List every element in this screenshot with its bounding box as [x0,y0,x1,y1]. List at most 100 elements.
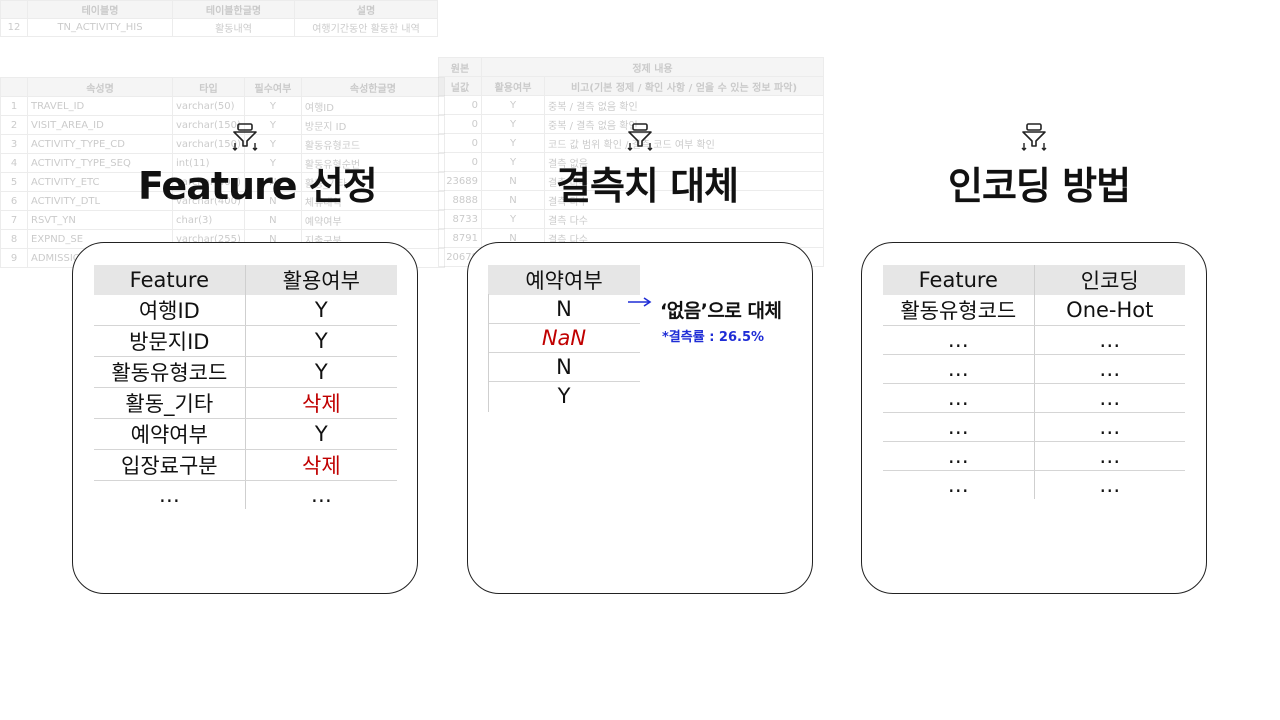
reservation-value-cell: NaN [488,323,640,353]
bg-cell: 8733 [438,209,482,229]
bg-cell: 3 [0,134,28,154]
bg-cell: 코드 값 범위 확인 / 결측 코드 여부 확인 [544,133,824,153]
feature-selection-table: Feature 활용여부 여행ID Y 방문지ID Y 활동유형코드 Y 활동_기타 삭제 예약… [94,265,397,509]
table-row: N [488,295,640,324]
bg-cell: 예약여부 [300,210,445,230]
table-row: 활동_기타 삭제 [94,387,397,419]
table-row: …… [883,383,1185,413]
reservation-value-cell: N [488,352,640,382]
feature-name-cell: 활동_기타 [94,387,246,419]
funnel-filter-icon [232,123,258,151]
usage-cell: Y [244,295,397,326]
bg-cell: 8888 [438,190,482,210]
bg-cell: 방문지 ID [300,115,445,135]
usage-cell: … [244,480,397,509]
feature-name-cell: 입장료구분 [94,449,246,481]
bg-cell: 5 [0,172,28,192]
encoding-cell: … [1033,383,1185,413]
bg-header-cell: 정제 내용 [481,57,824,77]
table-row: 입장료구분 삭제 [94,449,397,481]
column-header-reservation: 예약여부 [488,265,640,295]
reservation-value-cell: Y [557,384,571,408]
encoding-cell: … [1033,470,1185,499]
bg-header-cell: 필수여부 [243,77,302,97]
bg-header-cell: 널값 [438,76,482,96]
encoding-cell: One-Hot [1033,295,1185,326]
feature-name-cell: … [158,483,180,507]
table-row: 활동유형코드 Y [94,356,397,388]
background-table-info: 테이블명 테이블한글명 설명 12 TN_ACTIVITY_HIS 활동내역 여… [0,0,438,37]
encoding-cell: … [1033,441,1185,471]
table-row: …… [883,325,1185,355]
encoding-cell: … [1033,325,1185,355]
bg-cell: 0 [438,152,482,172]
bg-header-cell [0,0,28,19]
bg-cell: char(3) [172,210,245,230]
bg-table-row: 6 ACTIVITY_DTL varchar(400) N 체류내역 [0,191,445,211]
bg-cell: Y [481,152,545,172]
bg-table-row: 5 ACTIVITY_ETC varchar(400) N 활동_기타 [0,172,445,192]
bg-cell: 2 [0,115,28,135]
usage-cell: Y [244,418,397,450]
bg-cell: TN_ACTIVITY_HIS [27,18,173,37]
bg-cell: 0 [438,95,482,115]
bg-table-row: 0 Y 중복 / 결측 없음 확인 [438,114,824,134]
bg-cell: 8791 [438,228,482,248]
bg-header-cell: 테이블명 [27,0,173,19]
bg-cell: 0 [438,133,482,153]
table-row: N [488,352,640,382]
bg-header-cell [0,77,28,97]
bg-cell: RSVT_YN [27,210,173,230]
bg-cell: 중복 / 결측 없음 확인 [544,95,824,115]
bg-cell: 7 [0,210,28,230]
bg-cell: N [481,171,545,191]
encoding-method-title: 인코딩 방법 [948,164,1131,208]
bg-table-row: 2 VISIT_AREA_ID varchar(150) Y 방문지 ID [0,115,445,135]
table-row: …… [883,354,1185,384]
missing-value-title: 결측치 대체 [556,164,739,208]
feature-name-cell: 활동유형코드 [94,356,246,388]
table-row: 활동유형코드 One-Hot [883,295,1185,326]
feature-name-cell: … [883,383,1035,413]
column-header-feature: Feature [883,265,1035,295]
bg-table-row: 0 Y 중복 / 결측 없음 확인 [438,95,824,115]
feature-name-cell: 예약여부 [94,418,246,450]
feature-name-cell: 활동유형코드 [883,295,1035,326]
bg-table-row: 1 TRAVEL_ID varchar(50) Y 여행ID [0,96,445,116]
feature-name-cell: … [883,354,1035,384]
bg-cell: N [481,190,545,210]
bg-cell: 1 [0,96,28,116]
background-attribute-table: 속성명 타입 필수여부 속성한글명 1 TRAVEL_ID varchar(50) Y… [0,77,445,268]
bg-table-row: 4 ACTIVITY_TYPE_SEQ int(11) Y 활동유형순번 [0,153,445,173]
missing-rate-note: *결측률 : 26.5% [662,330,765,345]
column-header-usage: 활용여부 [244,265,397,295]
feature-selection-title: Feature 선정 [138,164,378,208]
bg-header-cell: 활용여부 [481,76,545,96]
bg-cell: Y [481,114,545,134]
column-header-encoding: 인코딩 [1033,265,1185,295]
bg-cell: 활동유형코드 [300,134,445,154]
usage-cell: Y [244,356,397,388]
feature-name-cell: … [883,441,1035,471]
bg-cell: Y [243,96,302,116]
funnel-filter-icon [627,123,653,151]
table-row: …… [94,480,397,509]
replacement-note: ‘없음’으로 대체 [660,300,782,322]
bg-table-row: 8 EXPND_SE varchar(255) N 지출구분 [0,229,445,249]
feature-name-cell: … [883,325,1035,355]
bg-cell: 여행기간동안 활동한 내역 [294,18,438,37]
bg-cell: VISIT_AREA_ID [27,115,173,135]
bg-header-cell: 테이블한글명 [172,0,295,19]
bg-cell: 23689 [438,171,482,191]
feature-name-cell: 여행ID [94,295,246,326]
usage-cell: 삭제 [244,387,397,419]
bg-header-cell: 원본 [438,57,482,77]
bg-cell: 활동내역 [172,18,295,37]
bg-cell: ACTIVITY_TYPE_CD [27,134,173,154]
table-row: NaN [488,323,640,353]
bg-cell: Y [481,133,545,153]
feature-name-cell: … [883,412,1035,442]
bg-table-row: 3 ACTIVITY_TYPE_CD varchar(150) Y 활동유형코드 [0,134,445,154]
table-row: …… [883,441,1185,471]
encoding-cell: … [1033,412,1185,442]
